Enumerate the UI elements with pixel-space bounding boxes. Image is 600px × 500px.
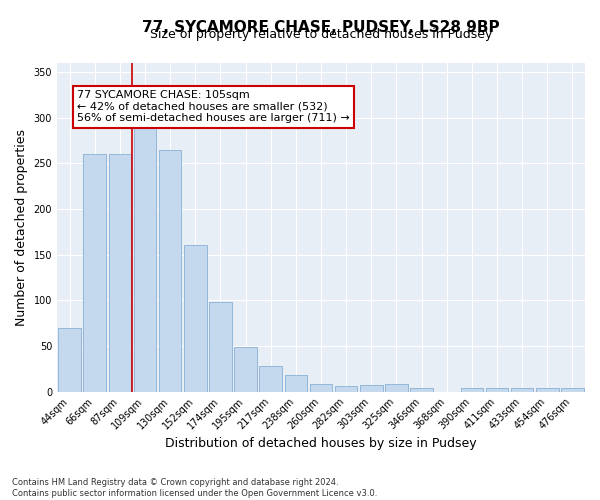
Bar (209, 302, 232, 392)
Bar (385, 384, 408, 392)
Bar (184, 246, 206, 392)
Text: 77 SYCAMORE CHASE: 105sqm
← 42% of detached houses are smaller (532)
56% of semi: 77 SYCAMORE CHASE: 105sqm ← 42% of detac… (77, 90, 350, 124)
Text: 77, SYCAMORE CHASE, PUDSEY, LS28 9BP: 77, SYCAMORE CHASE, PUDSEY, LS28 9BP (142, 20, 500, 35)
Bar (234, 347, 257, 392)
Bar (310, 384, 332, 392)
Bar (511, 388, 533, 392)
Bar (83, 154, 106, 392)
Bar (159, 150, 181, 392)
Text: Contains HM Land Registry data © Crown copyright and database right 2024.
Contai: Contains HM Land Registry data © Crown c… (12, 478, 377, 498)
Bar (58, 328, 81, 392)
Bar (461, 388, 483, 392)
Bar (485, 388, 508, 392)
Bar (109, 154, 131, 392)
Bar (410, 388, 433, 392)
Y-axis label: Number of detached properties: Number of detached properties (15, 128, 28, 326)
Bar (284, 375, 307, 392)
Bar (134, 124, 157, 392)
Bar (259, 366, 282, 392)
Title: Size of property relative to detached houses in Pudsey: Size of property relative to detached ho… (150, 28, 492, 40)
Bar (335, 386, 358, 392)
Bar (360, 386, 383, 392)
Bar (536, 388, 559, 392)
Bar (561, 388, 584, 392)
X-axis label: Distribution of detached houses by size in Pudsey: Distribution of detached houses by size … (165, 437, 477, 450)
